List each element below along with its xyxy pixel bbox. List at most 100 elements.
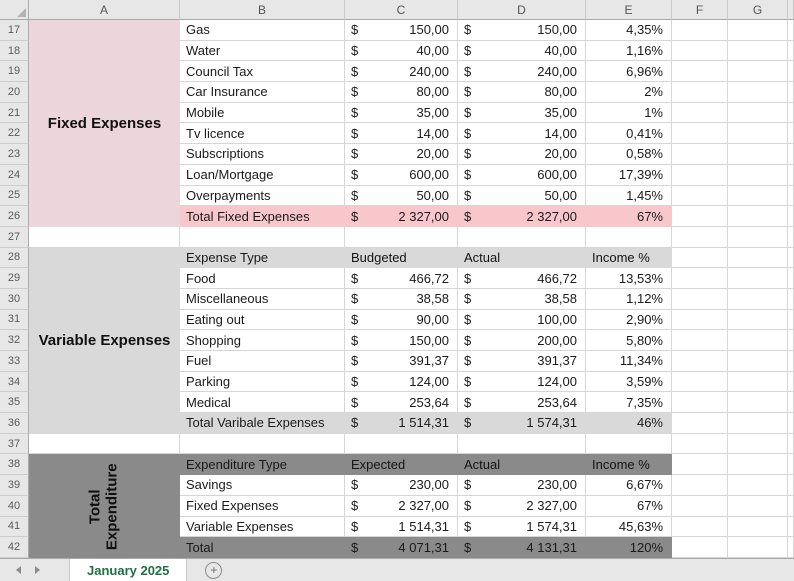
cell-G41[interactable] (728, 516, 788, 538)
cell-E33[interactable]: 11,34% (586, 351, 672, 372)
cell-B35[interactable]: Medical (180, 392, 345, 414)
cell-C38[interactable]: Expected (345, 454, 458, 476)
cell-F22[interactable] (672, 123, 728, 145)
cell-F18[interactable] (672, 40, 728, 62)
cell-D23[interactable]: $20,00 (458, 144, 586, 165)
cell-B17[interactable]: Gas (180, 20, 345, 41)
cell-B26[interactable]: Total Fixed Expenses (180, 206, 345, 227)
cell-C29[interactable]: $466,72 (345, 268, 458, 289)
cell-D20[interactable]: $80,00 (458, 82, 586, 103)
cell-B24[interactable]: Loan/Mortgage (180, 164, 345, 186)
cell-A30[interactable] (29, 288, 180, 310)
section-label-total[interactable]: Total Expenditure (29, 455, 180, 559)
cell-A20[interactable] (29, 82, 180, 103)
column-header-B[interactable]: B (180, 0, 345, 20)
cell-F32[interactable] (672, 330, 728, 351)
row-header-27[interactable]: 27 (0, 226, 29, 248)
row-header-41[interactable]: 41 (0, 516, 29, 538)
cell-C31[interactable]: $90,00 (345, 309, 458, 331)
cell-E20[interactable]: 2% (586, 82, 672, 103)
row-header-19[interactable]: 19 (0, 61, 29, 83)
cell-F34[interactable] (672, 371, 728, 393)
cell-G39[interactable] (728, 475, 788, 496)
cell-A34[interactable] (29, 371, 180, 393)
cell-A25[interactable] (29, 185, 180, 207)
row-header-35[interactable]: 35 (0, 392, 29, 414)
cell-F20[interactable] (672, 82, 728, 103)
cell-D24[interactable]: $600,00 (458, 164, 586, 186)
cell-F26[interactable] (672, 206, 728, 227)
row-header-40[interactable]: 40 (0, 495, 29, 517)
cell-E39[interactable]: 6,67% (586, 475, 672, 496)
cell-B25[interactable]: Overpayments (180, 185, 345, 207)
cell-C30[interactable]: $38,58 (345, 288, 458, 310)
cell-D36[interactable]: $1 574,31 (458, 413, 586, 434)
cell-D40[interactable]: $2 327,00 (458, 495, 586, 517)
cell-G31[interactable] (728, 309, 788, 331)
cell-C28[interactable]: Budgeted (345, 247, 458, 269)
cell-G27[interactable] (728, 226, 788, 248)
row-header-18[interactable]: 18 (0, 40, 29, 62)
cell-G40[interactable] (728, 495, 788, 517)
cell-G30[interactable] (728, 288, 788, 310)
cell-C39[interactable]: $230,00 (345, 475, 458, 496)
cell-D19[interactable]: $240,00 (458, 61, 586, 83)
cell-G25[interactable] (728, 185, 788, 207)
cell-A37[interactable] (29, 433, 180, 455)
cell-B19[interactable]: Council Tax (180, 61, 345, 83)
cell-A17[interactable] (29, 20, 180, 41)
cell-B27[interactable] (180, 226, 345, 248)
cell-D26[interactable]: $2 327,00 (458, 206, 586, 227)
cell-A38[interactable] (29, 454, 180, 476)
cell-A27[interactable] (29, 226, 180, 248)
cell-E30[interactable]: 1,12% (586, 288, 672, 310)
cell-F23[interactable] (672, 144, 728, 165)
cell-E28[interactable]: Income % (586, 247, 672, 269)
new-sheet-button[interactable]: + (205, 561, 223, 579)
row-header-22[interactable]: 22 (0, 123, 29, 145)
row-header-30[interactable]: 30 (0, 288, 29, 310)
cell-G21[interactable] (728, 102, 788, 124)
cell-G26[interactable] (728, 206, 788, 227)
column-header-A[interactable]: A (29, 0, 180, 20)
cell-A40[interactable] (29, 495, 180, 517)
row-header-32[interactable]: 32 (0, 330, 29, 351)
row-header-29[interactable]: 29 (0, 268, 29, 289)
cell-E40[interactable]: 67% (586, 495, 672, 517)
cell-G20[interactable] (728, 82, 788, 103)
cell-B22[interactable]: Tv licence (180, 123, 345, 145)
cell-C37[interactable] (345, 433, 458, 455)
cell-A21[interactable] (29, 102, 180, 124)
cell-E23[interactable]: 0,58% (586, 144, 672, 165)
cell-D42[interactable]: $4 131,31 (458, 537, 586, 558)
cell-A33[interactable] (29, 351, 180, 372)
cell-G33[interactable] (728, 351, 788, 372)
cell-G17[interactable] (728, 20, 788, 41)
row-header-25[interactable]: 25 (0, 185, 29, 207)
row-header-34[interactable]: 34 (0, 371, 29, 393)
cell-F40[interactable] (672, 495, 728, 517)
cell-D27[interactable] (458, 226, 586, 248)
cell-C21[interactable]: $35,00 (345, 102, 458, 124)
column-header-G[interactable]: G (728, 0, 788, 20)
cell-E37[interactable] (586, 433, 672, 455)
cell-D35[interactable]: $253,64 (458, 392, 586, 414)
cell-D33[interactable]: $391,37 (458, 351, 586, 372)
cell-A36[interactable] (29, 413, 180, 434)
cell-D29[interactable]: $466,72 (458, 268, 586, 289)
cell-G36[interactable] (728, 413, 788, 434)
cell-B40[interactable]: Fixed Expenses (180, 495, 345, 517)
cell-G24[interactable] (728, 164, 788, 186)
cell-G38[interactable] (728, 454, 788, 476)
cell-E38[interactable]: Income % (586, 454, 672, 476)
cell-A35[interactable] (29, 392, 180, 414)
cell-G29[interactable] (728, 268, 788, 289)
cell-C25[interactable]: $50,00 (345, 185, 458, 207)
cell-A18[interactable] (29, 40, 180, 62)
cell-B21[interactable]: Mobile (180, 102, 345, 124)
cell-F33[interactable] (672, 351, 728, 372)
cell-G32[interactable] (728, 330, 788, 351)
cell-C22[interactable]: $14,00 (345, 123, 458, 145)
cell-C33[interactable]: $391,37 (345, 351, 458, 372)
cell-F39[interactable] (672, 475, 728, 496)
